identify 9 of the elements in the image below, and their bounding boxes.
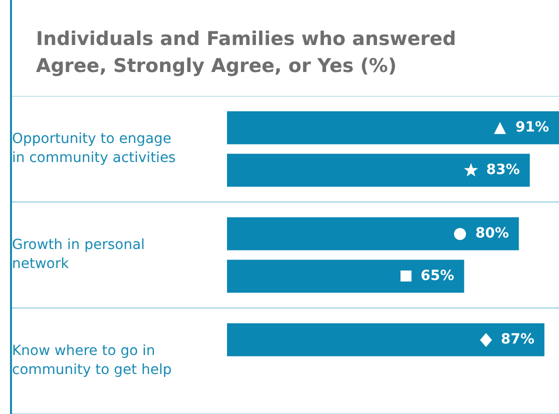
data-label: 80%: [475, 225, 509, 242]
data-label: 87%: [500, 331, 534, 348]
chart-title: Individuals and Families who answered Agree, Strongly Agree, or Yes (%): [36, 27, 458, 79]
data-label: 65%: [420, 268, 454, 284]
y-tick-label: Know where to go in community to get help: [12, 343, 172, 378]
data-label: 83%: [486, 162, 520, 178]
y-tick-label: Opportunity to engage in community activities: [12, 131, 176, 166]
data-label: 91%: [515, 119, 549, 136]
y-tick-label: Growth in personal network: [12, 237, 145, 272]
